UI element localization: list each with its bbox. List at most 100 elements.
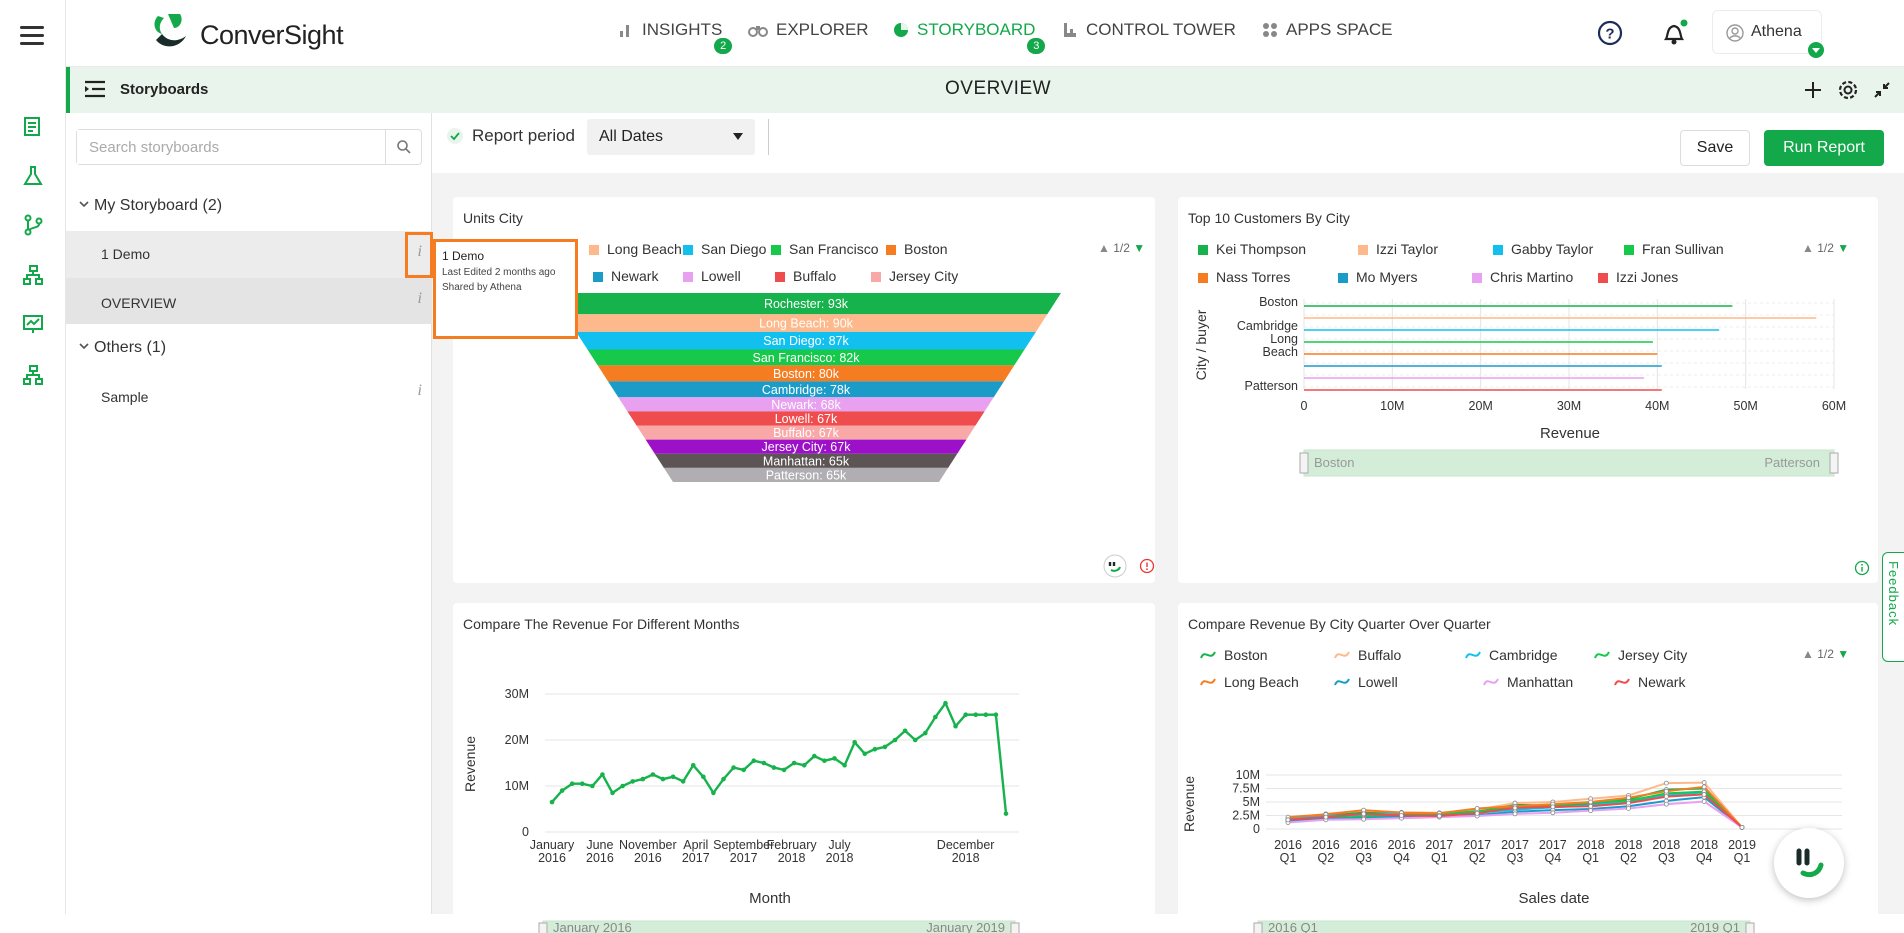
legend-next-icon[interactable]: ▼ <box>1133 241 1146 255</box>
info-circle-icon[interactable] <box>1854 560 1870 576</box>
flask-icon[interactable] <box>22 165 44 187</box>
search-input[interactable] <box>77 130 377 164</box>
legend-item[interactable]: Nass Torres <box>1198 269 1290 285</box>
legend-pager[interactable]: ▲ 1/2 ▼ <box>1802 647 1849 661</box>
gear-icon[interactable] <box>1836 78 1860 102</box>
y-tick-label: Patterson <box>1244 379 1298 393</box>
alert-info-icon[interactable] <box>1139 558 1155 574</box>
save-button[interactable]: Save <box>1680 130 1750 166</box>
revenue-months-line-chart: 30M20M10M0January2016June2016November201… <box>462 687 1020 933</box>
range-slider-handle-right <box>1745 922 1755 933</box>
collapse-icon[interactable] <box>1873 81 1891 99</box>
y-tick-label: Boston <box>1259 295 1298 309</box>
group-others[interactable]: Others (1) <box>78 339 166 357</box>
hierarchy-icon[interactable] <box>22 264 44 286</box>
legend-pager[interactable]: ▲ 1/2 ▼ <box>1802 241 1849 255</box>
help-icon[interactable]: ? <box>1596 19 1624 47</box>
add-icon[interactable] <box>1802 79 1824 101</box>
presentation-icon[interactable] <box>22 313 44 335</box>
legend-item[interactable]: Izzi Jones <box>1598 269 1678 285</box>
collapse-sidebar-icon[interactable] <box>84 80 106 98</box>
legend-item[interactable]: Newark <box>593 268 658 284</box>
legend-next-icon[interactable]: ▼ <box>1837 241 1850 255</box>
report-icon[interactable] <box>22 116 44 138</box>
chart-legend: Boston Buffalo Cambridge Jersey City Long Be… <box>1178 603 1878 693</box>
data-point <box>731 765 736 770</box>
funnel-label: Long Beach: 90k <box>759 317 854 331</box>
x-tick-label: 2017 <box>682 851 710 865</box>
legend-item[interactable]: Buffalo <box>1334 647 1401 663</box>
nav-insights[interactable]: INSIGHTS 2 <box>618 20 733 54</box>
storyboard-item-sample[interactable]: Sample i <box>66 370 432 416</box>
legend-item[interactable]: Buffalo <box>775 268 836 284</box>
org-chart-icon[interactable] <box>22 364 44 386</box>
data-point <box>1588 799 1594 805</box>
chart-card-top-customers[interactable]: Top 10 Customers By City Kei Thompson Izz… <box>1178 197 1878 583</box>
legend-item[interactable]: Long Beach <box>1200 674 1299 690</box>
storyboard-item-1-demo[interactable]: 1 Demo i <box>66 231 432 278</box>
info-icon[interactable]: i <box>417 290 422 307</box>
bar-chart-icon <box>620 25 629 37</box>
legend-item[interactable]: Gabby Taylor <box>1493 241 1593 257</box>
legend-item[interactable]: Kei Thompson <box>1198 241 1306 257</box>
chart-card-units-city[interactable]: Units City Long Beach San Diego San Franci… <box>453 197 1155 583</box>
bell-icon[interactable] <box>1660 18 1688 48</box>
feedback-tab[interactable]: Feedback <box>1882 552 1904 662</box>
legend-next-icon[interactable]: ▼ <box>1837 647 1850 661</box>
top-bar <box>66 0 1904 67</box>
run-report-button[interactable]: Run Report <box>1764 130 1884 166</box>
legend-item[interactable]: Jersey City <box>1594 647 1687 663</box>
nav-storyboard[interactable]: STORYBOARD 3 <box>893 20 1046 54</box>
legend-item[interactable]: Jersey City <box>871 268 958 284</box>
info-icon[interactable]: i <box>417 243 422 260</box>
checkbox-checked-icon[interactable] <box>446 127 464 145</box>
funnel-chart: Rochester: 93k Long Beach: 90k San Diego: … <box>551 293 1061 482</box>
legend-item[interactable]: Mo Myers <box>1338 269 1417 285</box>
branch-icon[interactable] <box>22 214 44 236</box>
x-tick-label: Q1 <box>1280 851 1297 865</box>
legend-prev-icon[interactable]: ▲ <box>1802 647 1814 661</box>
legend-item[interactable]: Lowell <box>1334 674 1398 690</box>
x-tick-label: 2018 <box>1652 838 1680 852</box>
nav-explorer[interactable]: EXPLORER <box>748 20 869 40</box>
info-icon[interactable]: i <box>417 382 422 399</box>
legend-swatch <box>1358 245 1368 255</box>
legend-item[interactable]: Boston <box>1200 647 1268 663</box>
y-tick-label: 10M <box>505 779 529 793</box>
legend-item[interactable]: Cambridge <box>1465 647 1557 663</box>
legend-label: San Francisco <box>789 241 879 257</box>
legend-item[interactable]: San Francisco <box>771 241 878 257</box>
chart-card-revenue-quarters[interactable]: Compare Revenue By City Quarter Over Qua… <box>1178 603 1878 933</box>
data-point <box>1663 801 1669 807</box>
legend-label: San Diego <box>701 241 767 257</box>
legend-item[interactable]: Izzi Taylor <box>1358 241 1438 257</box>
user-menu[interactable]: Athena <box>1712 10 1824 58</box>
legend-pager[interactable]: ▲ 1/2 ▼ <box>1098 241 1145 255</box>
legend-item[interactable]: Lowell <box>683 268 741 284</box>
search-button[interactable] <box>385 130 421 164</box>
legend-prev-icon[interactable]: ▲ <box>1802 241 1814 255</box>
data-point <box>1588 808 1594 814</box>
nav-control-tower[interactable]: CONTROL TOWER <box>1062 20 1236 40</box>
x-tick-label: Q1 <box>1582 851 1599 865</box>
logo[interactable]: ConverSight <box>150 12 350 56</box>
legend-item[interactable]: Chris Martino <box>1472 269 1573 285</box>
conversight-logo-icon <box>154 14 186 47</box>
legend-item[interactable]: Long Beach <box>589 241 682 257</box>
legend-label: Newark <box>611 268 659 284</box>
chat-assistant-button[interactable] <box>1774 828 1844 898</box>
menu-icon[interactable] <box>20 26 44 46</box>
nav-apps-space[interactable]: APPS SPACE <box>1262 20 1392 40</box>
period-select[interactable]: All Dates <box>587 119 755 155</box>
group-my-storyboard[interactable]: My Storyboard (2) <box>78 197 222 215</box>
legend-prev-icon[interactable]: ▲ <box>1098 241 1110 255</box>
legend-item[interactable]: San Diego <box>683 241 766 257</box>
legend-item[interactable]: Newark <box>1614 674 1685 690</box>
legend-item[interactable]: Fran Sullivan <box>1624 241 1724 257</box>
chart-card-revenue-months[interactable]: Compare The Revenue For Different Months… <box>453 603 1155 933</box>
legend-item[interactable]: Manhattan <box>1483 674 1573 690</box>
assistant-icon[interactable] <box>1103 554 1127 578</box>
legend-item[interactable]: Boston <box>886 241 948 257</box>
storyboard-item-overview[interactable]: OVERVIEW i <box>66 278 432 324</box>
data-point <box>1512 805 1518 811</box>
